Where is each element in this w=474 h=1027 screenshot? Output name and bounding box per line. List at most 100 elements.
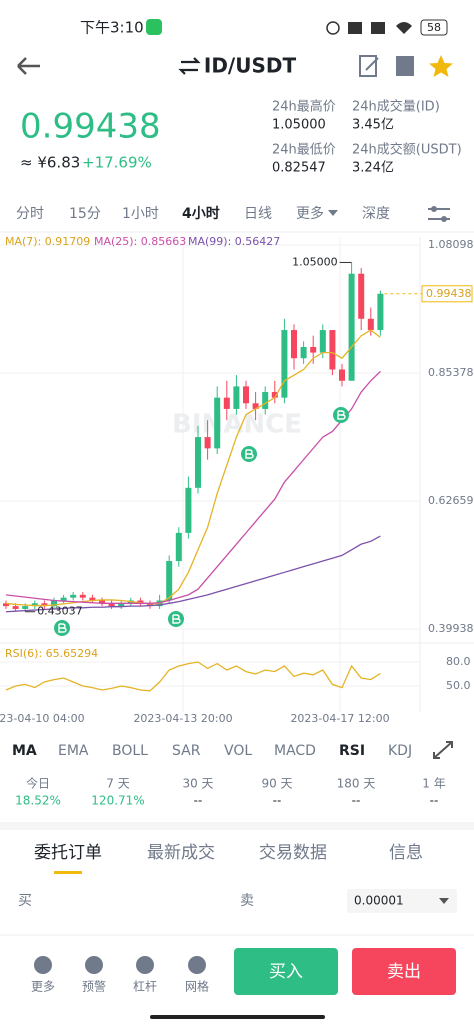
indicator-tab[interactable]: KDJ — [388, 743, 412, 759]
candle-body — [367, 318, 374, 331]
candle-body — [41, 603, 48, 607]
y-tick-label: 1.08098 — [428, 238, 474, 251]
perf-period: 180 天 — [337, 777, 376, 791]
pair-title: ID/USDT — [204, 54, 297, 78]
ma-legend: MA(7): 0.91709 — [5, 235, 90, 248]
share-icon[interactable] — [359, 55, 379, 77]
candle-body — [252, 403, 259, 409]
stat-value: 3.45亿 — [352, 118, 394, 133]
perf-value: -- — [430, 794, 439, 808]
stat-value: 3.24亿 — [352, 161, 394, 176]
candle-body — [348, 273, 355, 381]
indicator-tab[interactable]: MA — [12, 743, 37, 759]
candle-body — [329, 330, 336, 370]
orderbook-buy: 买 — [18, 893, 32, 909]
candle-body — [223, 397, 230, 409]
indicator-tab[interactable]: SAR — [172, 743, 201, 759]
x-label: 2023-04-13 20:00 — [133, 712, 232, 725]
perf-period: 1 年 — [422, 777, 445, 791]
candle-body — [195, 437, 201, 488]
order-tab[interactable]: 委托订单 — [34, 843, 102, 863]
ma-line — [5, 370, 381, 604]
candle-body — [99, 600, 105, 604]
candle-body — [137, 600, 144, 604]
candle-body — [377, 293, 384, 331]
rsi-tick-label: 50.0 — [446, 679, 471, 692]
candle-body — [31, 603, 38, 607]
separator — [0, 822, 474, 830]
sell-button[interactable] — [352, 948, 456, 995]
candle-body — [70, 594, 77, 598]
favorite-star[interactable] — [429, 55, 453, 77]
stat-label: 24h成交量(ID) — [352, 99, 440, 115]
stat-label: 24h最高价 — [272, 99, 336, 115]
precision-select[interactable] — [347, 889, 457, 913]
candle-body — [175, 532, 182, 562]
interval-tab[interactable]: 深度 — [362, 206, 390, 222]
indicator-tab[interactable]: MACD — [274, 743, 316, 759]
candle-body — [310, 346, 317, 353]
indicator-tab[interactable]: VOL — [224, 743, 252, 759]
interval-tabs: 分时 15分 1小时 4小时 日线 更多 深度 — [16, 205, 390, 222]
nav-icon[interactable] — [136, 956, 154, 974]
price-cny: ≈ ¥6.83 — [20, 154, 80, 172]
order-tab[interactable]: 信息 — [389, 843, 423, 863]
interval-tab[interactable]: 更多 — [296, 205, 324, 222]
back-button[interactable] — [17, 57, 40, 75]
buy-marker-glyph — [245, 449, 254, 459]
dropdown-icon — [328, 210, 338, 216]
perf-value: 120.71% — [91, 794, 144, 808]
sell-label: 卖出 — [387, 962, 421, 982]
order-tab[interactable]: 最新成交 — [147, 843, 215, 863]
wifi-icon — [396, 22, 412, 34]
fullscreen-icon[interactable] — [433, 741, 453, 759]
status-time: 下午3:10 — [80, 19, 144, 37]
swap-icon[interactable] — [178, 57, 201, 75]
indicator-tab[interactable]: RSI — [339, 743, 365, 759]
candle-body — [108, 603, 115, 607]
candle-body — [185, 487, 192, 533]
low-label: 0.43037 — [37, 605, 82, 618]
indicator-tab[interactable]: BOLL — [112, 743, 148, 759]
perf-period: 90 天 — [261, 777, 292, 791]
rsi-line — [5, 661, 381, 692]
interval-tab[interactable]: 15分 — [69, 206, 101, 222]
battery-icon — [420, 19, 448, 36]
ma-line — [5, 329, 381, 607]
y-tick-label: 0.85378 — [428, 366, 474, 379]
nav-icon[interactable] — [85, 956, 103, 974]
candle-body — [262, 392, 269, 409]
x-label: 2023-04-17 12:00 — [290, 712, 389, 725]
precision-value: 0.00001 — [354, 894, 404, 908]
candle-body — [22, 606, 29, 609]
order-tabs: 委托订单 最新成交 交易数据 信息 — [34, 843, 423, 863]
wechat-icon — [146, 19, 162, 35]
last-price-box — [421, 285, 473, 303]
interval-tab[interactable]: 1小时 — [122, 206, 159, 222]
nav-icon[interactable] — [188, 956, 206, 974]
indicator-tab[interactable]: EMA — [58, 743, 89, 759]
nav-icon[interactable] — [34, 956, 52, 974]
buy-marker-glyph — [337, 410, 346, 420]
rsi-tick-label: 80.0 — [446, 655, 471, 668]
y-tick-label: 0.39938 — [428, 622, 474, 635]
layout-icon[interactable] — [396, 56, 414, 76]
interval-tab[interactable]: 分时 — [16, 206, 44, 222]
x-label: 2023-04-10 04:00 — [0, 712, 85, 725]
perf-period: 7 天 — [106, 777, 129, 791]
signal-icon — [348, 22, 362, 34]
nav-label: 更多 — [31, 980, 55, 994]
settings-icon[interactable] — [428, 208, 450, 220]
interval-tab[interactable]: 4小时 — [182, 205, 220, 222]
order-tab[interactable]: 交易数据 — [259, 843, 327, 863]
stat-value: 1.05000 — [272, 118, 326, 133]
candle-body — [319, 330, 326, 353]
interval-tab[interactable]: 日线 — [244, 206, 272, 222]
ma-legend: MA(99): 0.56427 — [188, 235, 280, 248]
candle-body — [300, 346, 307, 359]
candle-body — [60, 597, 67, 601]
buy-button[interactable] — [234, 948, 338, 995]
candle-body — [118, 603, 125, 607]
